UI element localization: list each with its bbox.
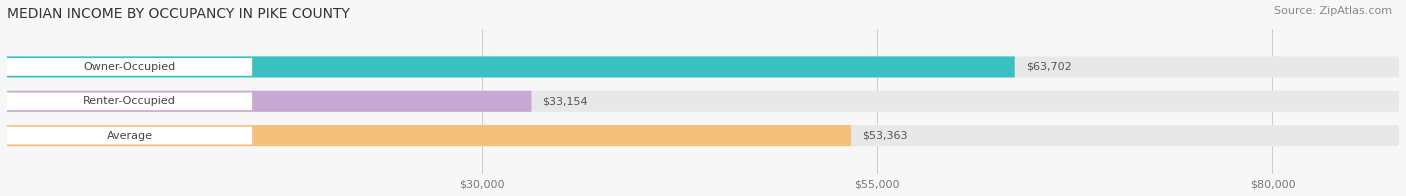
Text: Renter-Occupied: Renter-Occupied	[83, 96, 176, 106]
Text: Source: ZipAtlas.com: Source: ZipAtlas.com	[1274, 6, 1392, 16]
Text: $63,702: $63,702	[1026, 62, 1071, 72]
FancyBboxPatch shape	[7, 93, 252, 110]
FancyBboxPatch shape	[7, 125, 851, 146]
FancyBboxPatch shape	[7, 127, 252, 144]
FancyBboxPatch shape	[7, 56, 1399, 77]
Text: Owner-Occupied: Owner-Occupied	[83, 62, 176, 72]
Text: $53,363: $53,363	[862, 131, 908, 141]
FancyBboxPatch shape	[7, 56, 1015, 77]
FancyBboxPatch shape	[7, 125, 1399, 146]
Text: MEDIAN INCOME BY OCCUPANCY IN PIKE COUNTY: MEDIAN INCOME BY OCCUPANCY IN PIKE COUNT…	[7, 7, 350, 21]
FancyBboxPatch shape	[7, 58, 252, 76]
FancyBboxPatch shape	[7, 91, 1399, 112]
Text: Average: Average	[107, 131, 152, 141]
FancyBboxPatch shape	[7, 91, 531, 112]
Text: $33,154: $33,154	[543, 96, 588, 106]
